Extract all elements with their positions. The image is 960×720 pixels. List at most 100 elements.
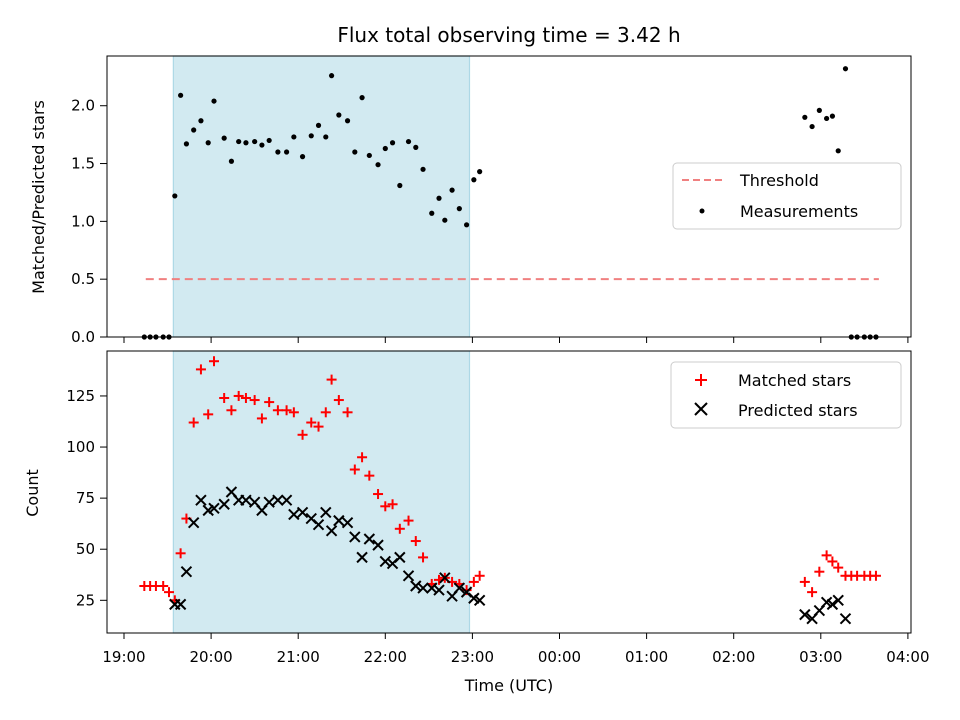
matched-star-point <box>870 570 881 581</box>
measurement-point <box>211 98 217 104</box>
measurement-point <box>336 112 342 118</box>
x-tick-label: 20:00 <box>189 648 232 666</box>
predicted-star-point <box>320 506 332 519</box>
measurement-point <box>228 158 235 164</box>
measurement-point <box>389 140 396 146</box>
measurement-point <box>442 217 448 223</box>
matched-star-point <box>403 515 414 526</box>
bottom-y-tick-label: 50 <box>76 540 95 558</box>
matched-star-point <box>364 470 375 481</box>
measurement-point <box>275 149 281 155</box>
predicted-star-point <box>402 570 415 582</box>
measurement-point <box>236 138 242 145</box>
measurement-point <box>352 149 358 155</box>
top-y-tick-label: 1.5 <box>71 155 95 173</box>
legend-measurements-label: Measurements <box>740 202 858 221</box>
measurement-point <box>259 142 265 148</box>
predicted-star-point <box>832 594 844 607</box>
measurement-point <box>183 141 190 147</box>
predicted-star-point <box>826 598 839 611</box>
measurement-point <box>456 206 462 212</box>
bottom-x-axis: 19:00 20:00 21:00 22:00 23:00 00:00 01:00 02:00… <box>102 633 930 666</box>
bottom-axes-frame <box>106 350 912 634</box>
measurement-point <box>809 123 815 130</box>
measurement-point <box>835 148 841 154</box>
predicted-star-point <box>433 584 445 596</box>
measurement-point <box>420 166 426 172</box>
measurement-point <box>323 134 329 140</box>
measurement-point <box>436 195 442 201</box>
legend-measurements-swatch <box>699 208 705 214</box>
measurement-point <box>429 210 435 216</box>
predicted-star-point <box>839 612 852 625</box>
measurement-point <box>471 177 477 183</box>
measurement-point <box>463 222 470 228</box>
measurement-point <box>842 66 849 72</box>
matched-star-point <box>474 570 485 581</box>
measurement-point <box>477 169 483 175</box>
predicted-star-point <box>296 506 309 519</box>
measurement-point <box>178 92 184 98</box>
x-tick-label: 02:00 <box>712 648 755 666</box>
top-highlight-span <box>172 55 471 338</box>
measurement-point <box>413 144 419 150</box>
predicted-star-point <box>426 582 438 594</box>
bottom-legend: Matched stars Predicted stars <box>670 361 902 429</box>
predicted-star-point <box>341 516 354 529</box>
predicted-star-point <box>195 494 207 506</box>
bottom-y-tick-label: 100 <box>66 438 95 456</box>
top-legend: Threshold Measurements <box>672 162 902 230</box>
matched-star-point <box>373 489 384 500</box>
matched-star-point <box>468 576 479 587</box>
top-panel: 0.00.51.01.52.0 Matched/Predicted stars … <box>29 55 912 346</box>
predicted-star-point <box>439 572 451 584</box>
matched-star-point <box>272 405 283 416</box>
predicted-star-point <box>280 494 293 506</box>
matched-star-point <box>281 405 292 416</box>
predicted-star-point <box>180 565 193 578</box>
matched-star-point <box>175 548 186 559</box>
matched-star-point <box>394 523 405 534</box>
top-y-axis: 0.0 0.5 1.0 1.5 2.0 <box>71 97 107 346</box>
matched-star-point <box>164 587 175 598</box>
matched-star-point <box>799 576 810 587</box>
measurement-point <box>172 193 178 199</box>
top-x-axis-ticks <box>123 337 909 343</box>
predicted-star-point <box>410 580 422 592</box>
bottom-y-axis: 25 50 75 100 125 <box>66 387 107 609</box>
legend-matched-swatch <box>695 374 707 386</box>
x-tick-label: 00:00 <box>538 648 581 666</box>
predicted-star-point <box>325 525 338 537</box>
top-y-tick-label: 1.0 <box>71 212 95 230</box>
measurement-point <box>308 133 314 139</box>
x-tick-label: 04:00 <box>886 648 929 666</box>
predicted-star-point <box>372 539 384 551</box>
predicted-star-point <box>349 531 361 543</box>
measurement-point <box>299 154 306 160</box>
bottom-panel: 25 50 75 100 125 19:00 20:00 21:00 22:00 23:00 00… <box>23 350 930 695</box>
bottom-y-tick-label: 75 <box>76 489 95 507</box>
top-y-tick-label: 2.0 <box>71 97 95 115</box>
measurement-point <box>344 118 351 124</box>
matched-star-point <box>195 364 206 375</box>
measurement-point <box>829 113 836 119</box>
matched-star-point <box>188 417 199 428</box>
measurement-point <box>291 134 297 140</box>
matched-star-point <box>256 413 267 424</box>
measurement-point <box>397 182 403 189</box>
matched-star-point <box>410 536 421 547</box>
matched-star-point <box>357 452 368 463</box>
x-tick-label: 21:00 <box>277 648 320 666</box>
matched-star-point <box>833 562 844 573</box>
measurement-point <box>359 95 365 101</box>
matched-star-point <box>333 395 344 406</box>
matched-star-point <box>297 429 308 440</box>
matched-star-point <box>226 405 237 416</box>
matched-star-point <box>249 395 260 406</box>
matched-star-point <box>320 407 331 418</box>
matched-star-point <box>240 393 251 403</box>
matched-star-point <box>288 407 299 418</box>
x-tick-label: 03:00 <box>799 648 842 666</box>
matched-star-point <box>326 374 337 385</box>
